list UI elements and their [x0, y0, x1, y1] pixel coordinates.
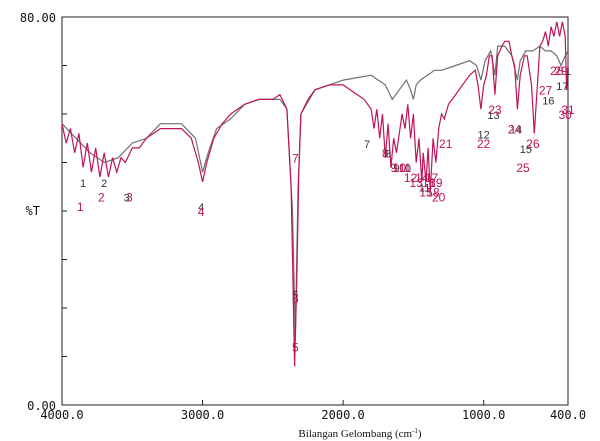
y-axis-label: %T: [26, 204, 40, 218]
y-axis: [62, 16, 67, 406]
x-axis-label-end: ): [418, 428, 422, 440]
peak-label-red: 16: [422, 176, 436, 190]
peak-label-gray: 16: [542, 95, 554, 107]
peak-label-gray: 9: [393, 163, 399, 175]
peak-label-red: 25: [516, 161, 530, 175]
peak-label-red: 1: [77, 200, 84, 214]
peak-label-gray: 3: [124, 192, 130, 204]
peak-label-red: 7: [292, 152, 299, 166]
peak-label-gray: 5: [292, 289, 298, 301]
peak-label-gray: 10: [399, 163, 411, 175]
peak-label-red: 17: [425, 171, 439, 185]
peak-label-gray: 1: [80, 178, 86, 190]
x-axis: 4000.0 3000.0 2000.0 1000.0 400.0: [40, 400, 586, 422]
peak-label-red: 23: [488, 103, 502, 117]
peak-label-red: 22: [477, 137, 491, 151]
peak-label-red: 12: [404, 171, 418, 185]
x-axis-label: Bilangan Gelombang (cm-1): [298, 427, 421, 440]
peak-label-red: 8: [382, 147, 389, 161]
peak-label-red: 2: [98, 190, 105, 204]
peak-label-red: 28: [550, 64, 564, 78]
x-axis-label-sup: -1: [412, 427, 418, 435]
peak-label-red: 11: [399, 161, 412, 175]
peak-label-red: 24: [508, 122, 522, 136]
peak-label-gray: 15: [520, 144, 532, 156]
peak-label-gray: 4: [198, 202, 204, 214]
peak-label-red: 26: [526, 137, 540, 151]
plot-frame: [61, 16, 569, 406]
peak-label-red: 5: [292, 341, 299, 355]
peak-label-red: 6: [292, 292, 299, 306]
peak-label-gray: 11: [419, 183, 430, 195]
x-tick-label: 3000.0: [181, 408, 224, 422]
peak-label-red: 19: [429, 176, 443, 190]
peak-label-red: 29: [554, 64, 568, 78]
peak-label-red: 3: [126, 190, 133, 204]
peak-label-red: 21: [439, 137, 453, 151]
peak-label-red: 13: [410, 176, 424, 190]
spectrum-series: [61, 21, 569, 367]
peak-label-red: 9: [390, 161, 397, 175]
peak-label-gray: 17: [556, 81, 568, 93]
peak-label-red: 18: [426, 185, 440, 199]
peak-label-red: 15: [419, 185, 433, 199]
x-tick-label: 4000.0: [40, 408, 83, 422]
peak-label-red: 31: [561, 103, 575, 117]
peak-label-gray: 8: [385, 149, 391, 161]
x-tick-label: 400.0: [550, 408, 586, 422]
x-axis-label-main: Bilangan Gelombang (cm: [298, 428, 412, 440]
peak-label-gray: 12: [478, 129, 490, 141]
y-tick-bottom: 0.00: [27, 399, 56, 413]
peak-label-red: 4: [198, 205, 205, 219]
peak-label-red: 20: [432, 190, 446, 204]
series-line-1: [61, 45, 569, 338]
peak-label-red: 14: [415, 171, 429, 185]
peak-label-gray: 7: [364, 139, 370, 151]
y-tick-top: 80.00: [20, 11, 56, 25]
x-tick-label: 1000.0: [462, 408, 505, 422]
peak-label-gray: 1: [565, 66, 571, 78]
peak-label-red: 27: [539, 84, 553, 98]
peak-label-red: 30: [559, 108, 573, 122]
peak-label-gray: 2: [101, 178, 107, 190]
peak-label-gray: 14: [510, 124, 522, 136]
x-tick-label: 2000.0: [321, 408, 364, 422]
peak-label-red: 10: [393, 161, 407, 175]
peak-label-gray: 13: [487, 110, 499, 122]
series-line-2: [61, 21, 569, 367]
